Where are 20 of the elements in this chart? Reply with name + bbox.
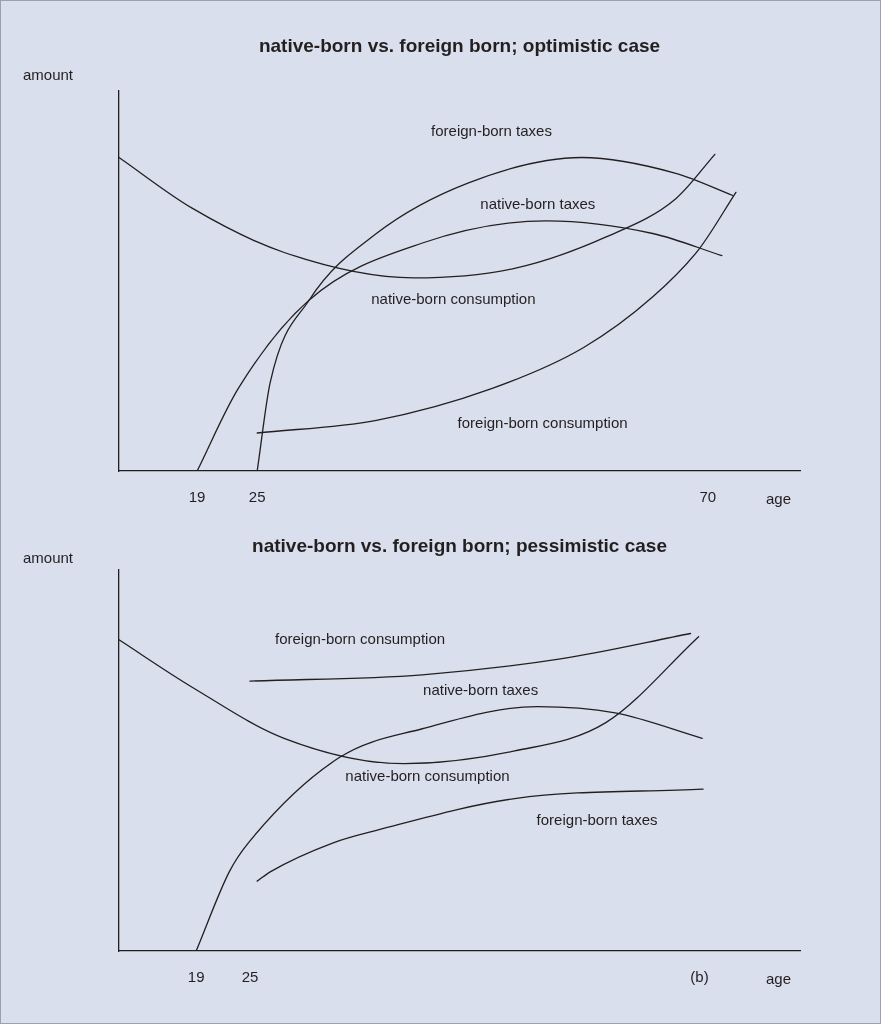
series-label: foreign-born consumption bbox=[275, 629, 446, 647]
x-axis-title: age bbox=[765, 490, 791, 508]
x-tick-label: 25 bbox=[241, 968, 259, 986]
series-label: native-born consumption bbox=[345, 766, 510, 784]
chart-title: native-born vs. foreign born; pessimistic case bbox=[252, 535, 667, 557]
x-tick-label: 19 bbox=[187, 968, 205, 986]
series-label: native-born taxes bbox=[423, 680, 539, 698]
x-axis-title: age bbox=[765, 970, 791, 988]
y-axis-title: amount bbox=[23, 549, 74, 567]
x-tick-label: (b) bbox=[690, 968, 709, 986]
series-label: native-born consumption bbox=[371, 290, 536, 308]
chart-title: native-born vs. foreign born; optimistic case bbox=[258, 35, 661, 57]
x-tick-label: 25 bbox=[248, 488, 266, 506]
series-label: native-born taxes bbox=[480, 195, 596, 213]
x-tick-label: 19 bbox=[188, 488, 206, 506]
x-tick-label: 70 bbox=[699, 488, 717, 506]
series-label: foreign-born consumption bbox=[457, 413, 628, 431]
y-axis-title: amount bbox=[23, 66, 74, 84]
series-label: foreign-born taxes bbox=[536, 810, 658, 828]
series-label: foreign-born taxes bbox=[431, 122, 552, 140]
